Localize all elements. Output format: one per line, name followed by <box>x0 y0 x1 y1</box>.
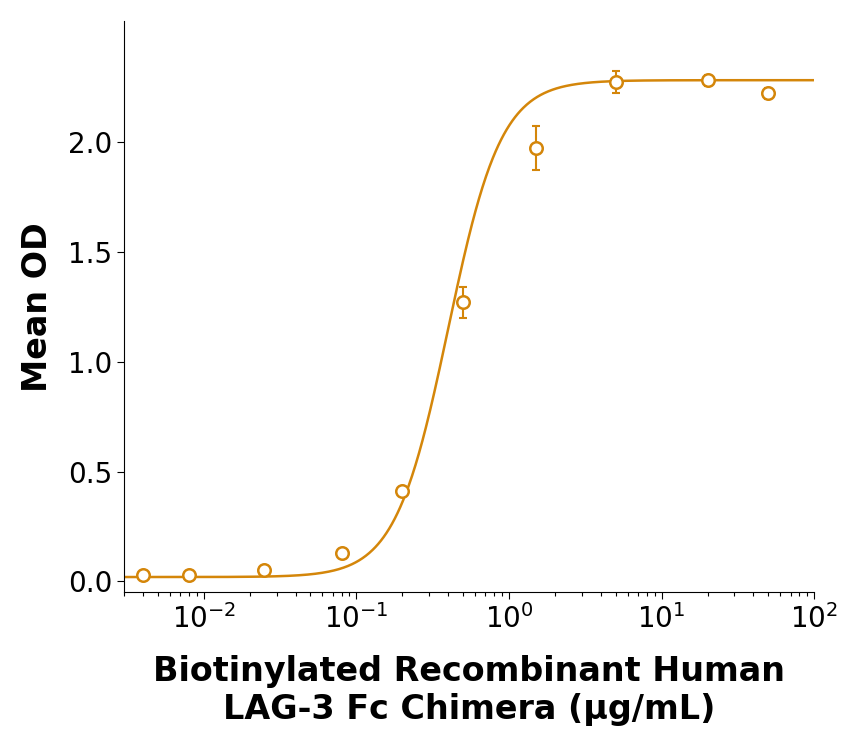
X-axis label: Biotinylated Recombinant Human
LAG-3 Fc Chimera (μg/mL): Biotinylated Recombinant Human LAG-3 Fc … <box>153 655 785 726</box>
Y-axis label: Mean OD: Mean OD <box>21 222 54 391</box>
